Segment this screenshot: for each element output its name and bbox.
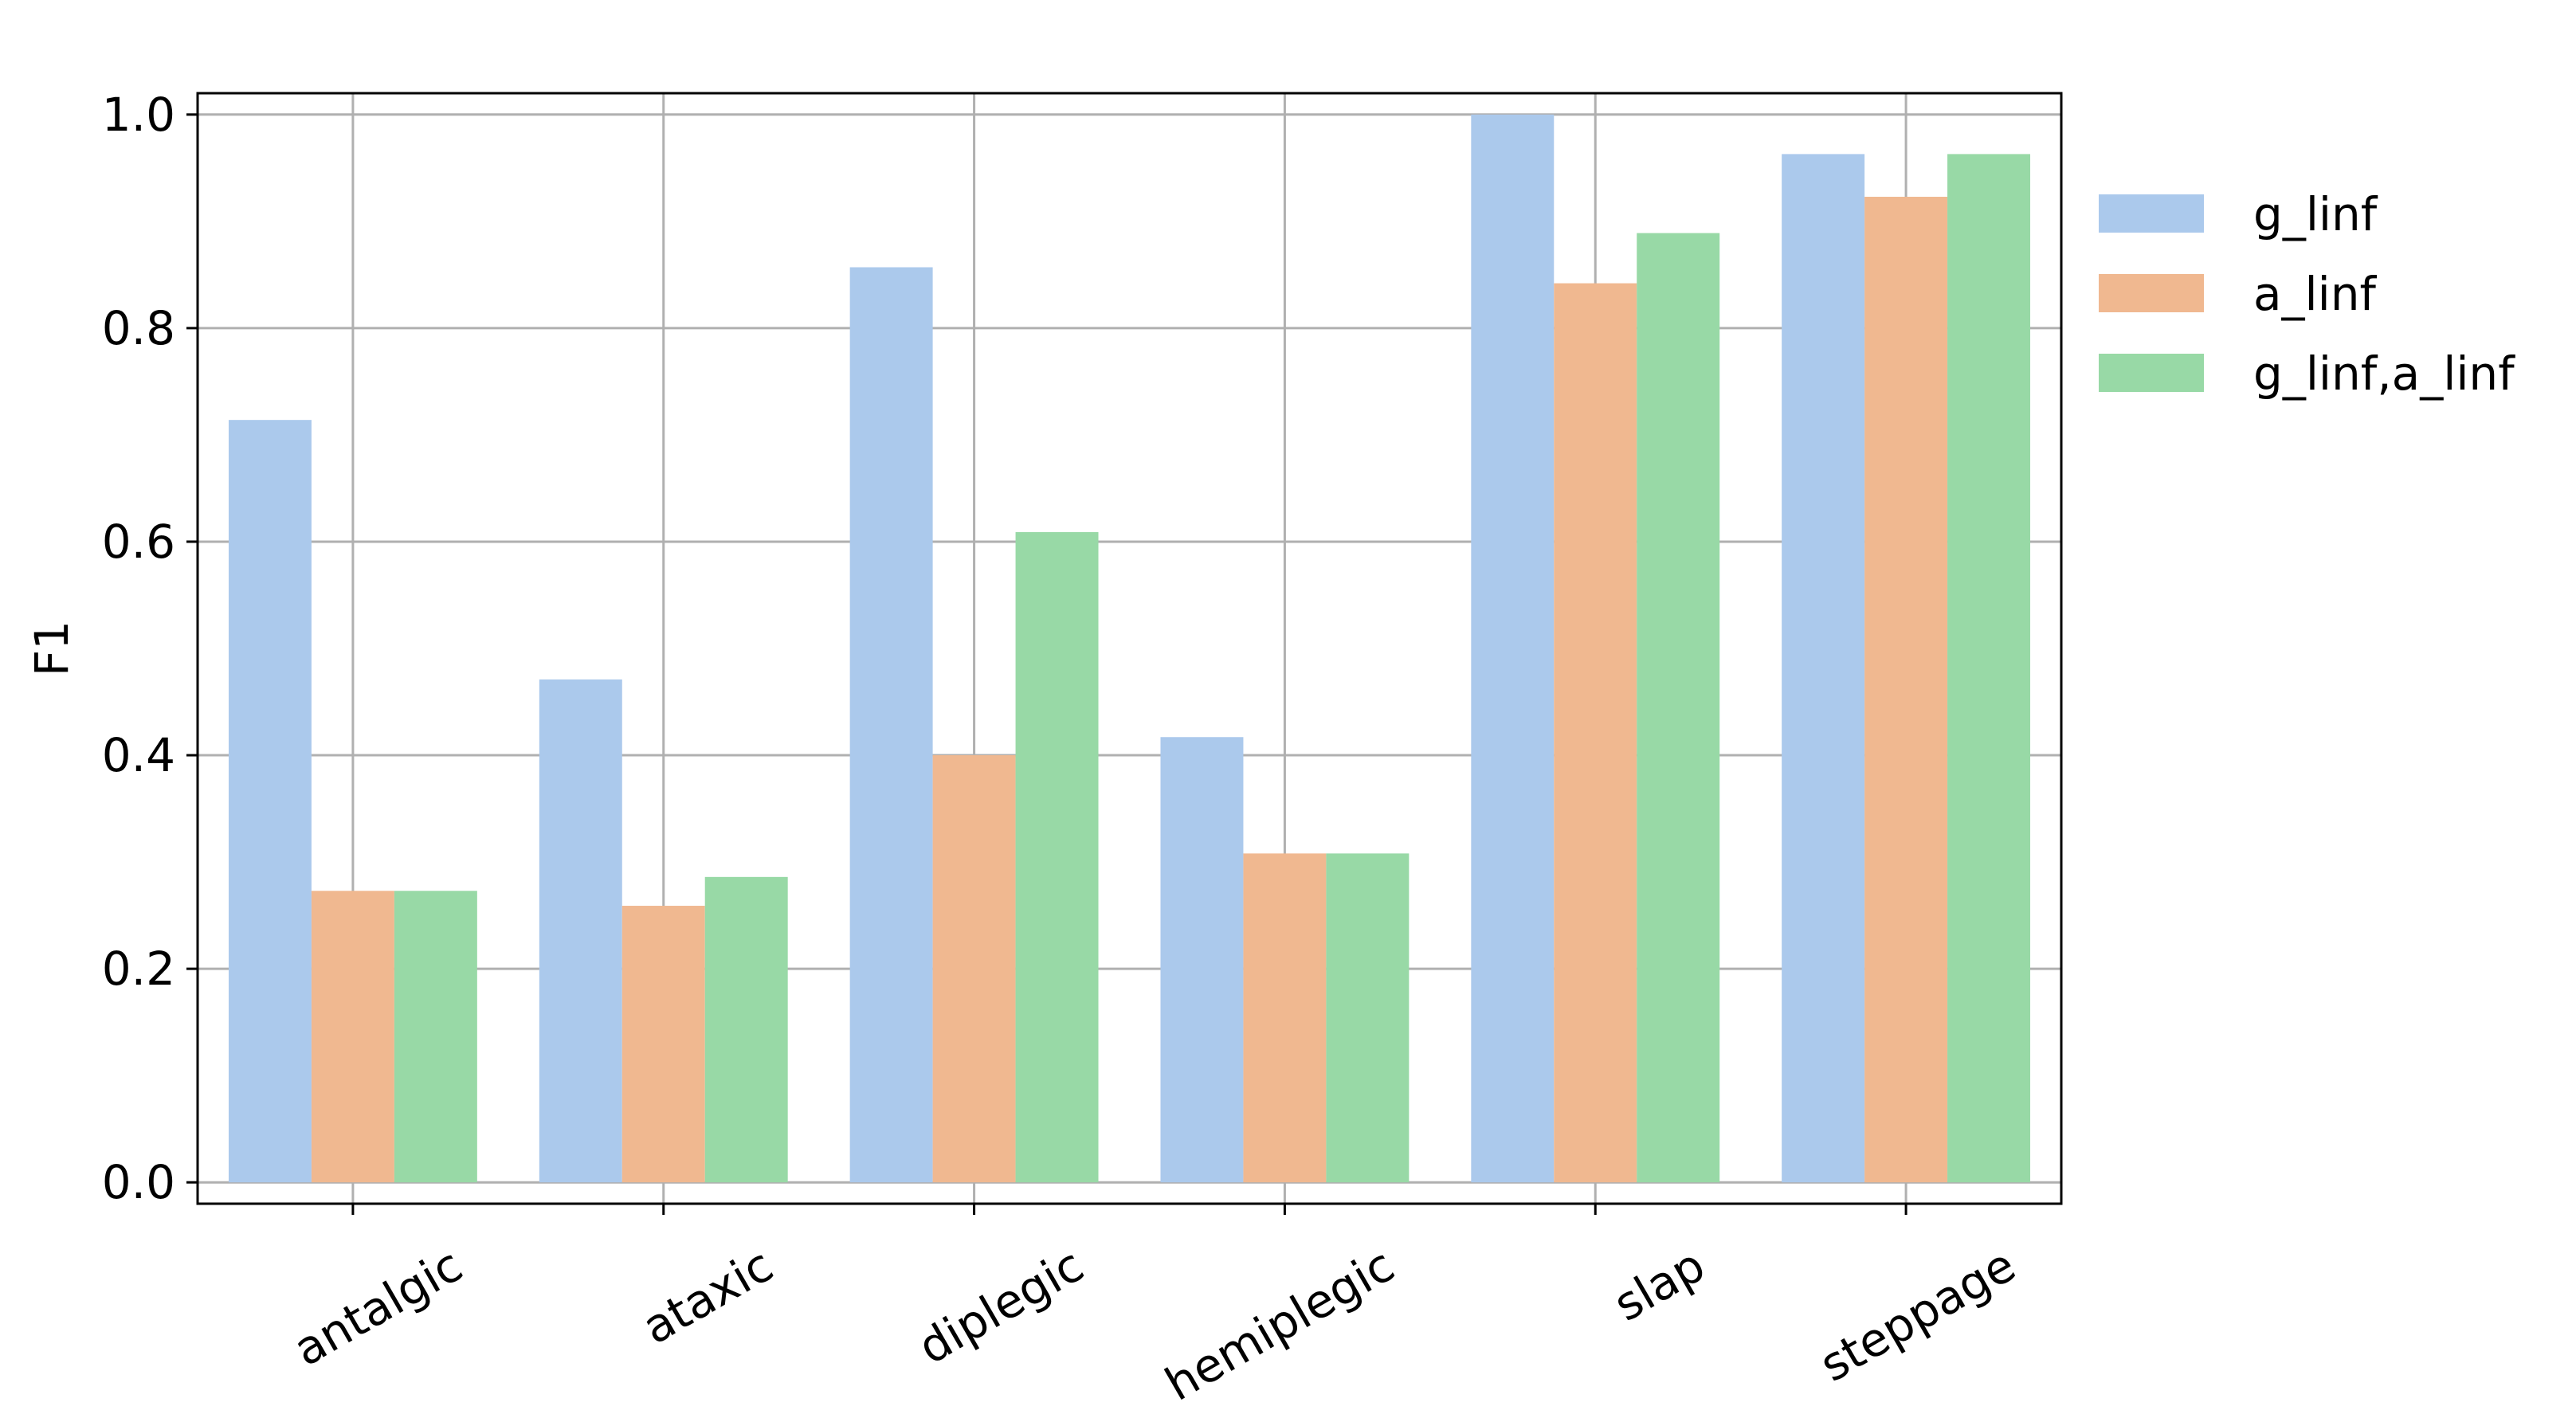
bar-diplegic-g-linf-a-linf <box>1015 531 1099 1183</box>
legend-swatch <box>2099 274 2204 312</box>
x-tick-label-steppage: steppage <box>1811 1238 2025 1393</box>
bar-antalgic-g-linf <box>228 420 312 1183</box>
plot-frame <box>196 92 2063 1205</box>
bar-diplegic-g-linf <box>849 267 933 1183</box>
x-tick-label-ataxic: ataxic <box>633 1238 782 1355</box>
x-tick-label-slap: slap <box>1605 1238 1714 1332</box>
y-tick-label: 0.4 <box>102 728 175 782</box>
bar-steppage-g-linf-a-linf <box>1947 154 2031 1183</box>
y-tick-label: 0.2 <box>102 942 175 996</box>
y-tick-label: 0.8 <box>102 301 175 355</box>
bar-steppage-g-linf <box>1782 154 1865 1183</box>
legend-label: a_linf <box>2253 267 2378 321</box>
bar-slap-a-linf <box>1554 283 1637 1183</box>
bar-slap-g-linf <box>1471 114 1555 1183</box>
y-axis: 0.0 0.2 0.4 0.6 0.8 1.0 <box>102 88 198 1209</box>
x-tick-label-diplegic: diplegic <box>909 1238 1092 1375</box>
bar-hemiplegic-a-linf <box>1243 853 1327 1183</box>
x-axis: antalgic ataxic diplegic hemiplegic slap step… <box>284 1204 2025 1412</box>
y-tick-label: 0.0 <box>102 1155 175 1209</box>
y-tick-label: 1.0 <box>102 88 175 142</box>
legend: g_linf a_linf g_linf,a_linf <box>2099 187 2515 401</box>
bar-hemiplegic-g-linf <box>1160 737 1244 1183</box>
bar-hemiplegic-g-linf-a-linf <box>1326 853 1410 1183</box>
bar-slap-g-linf-a-linf <box>1637 233 1720 1183</box>
bar-diplegic-a-linf <box>932 755 1016 1183</box>
x-tick-label-antalgic: antalgic <box>284 1238 472 1377</box>
bar-antalgic-a-linf <box>311 891 394 1183</box>
bar-ataxic-a-linf <box>621 906 705 1183</box>
bar-steppage-a-linf <box>1864 197 1948 1183</box>
bar-ataxic-g-linf <box>539 679 622 1183</box>
legend-label: g_linf <box>2253 187 2378 241</box>
y-tick-label: 0.6 <box>102 515 175 569</box>
bar-antalgic-g-linf-a-linf <box>394 891 477 1183</box>
y-axis-label: F1 <box>25 621 79 676</box>
legend-swatch <box>2099 194 2204 233</box>
legend-label: g_linf,a_linf <box>2253 347 2515 401</box>
bar-ataxic-g-linf-a-linf <box>704 876 788 1183</box>
legend-swatch <box>2099 354 2204 392</box>
x-tick-label-hemiplegic: hemiplegic <box>1156 1238 1403 1412</box>
bars <box>228 114 2031 1183</box>
